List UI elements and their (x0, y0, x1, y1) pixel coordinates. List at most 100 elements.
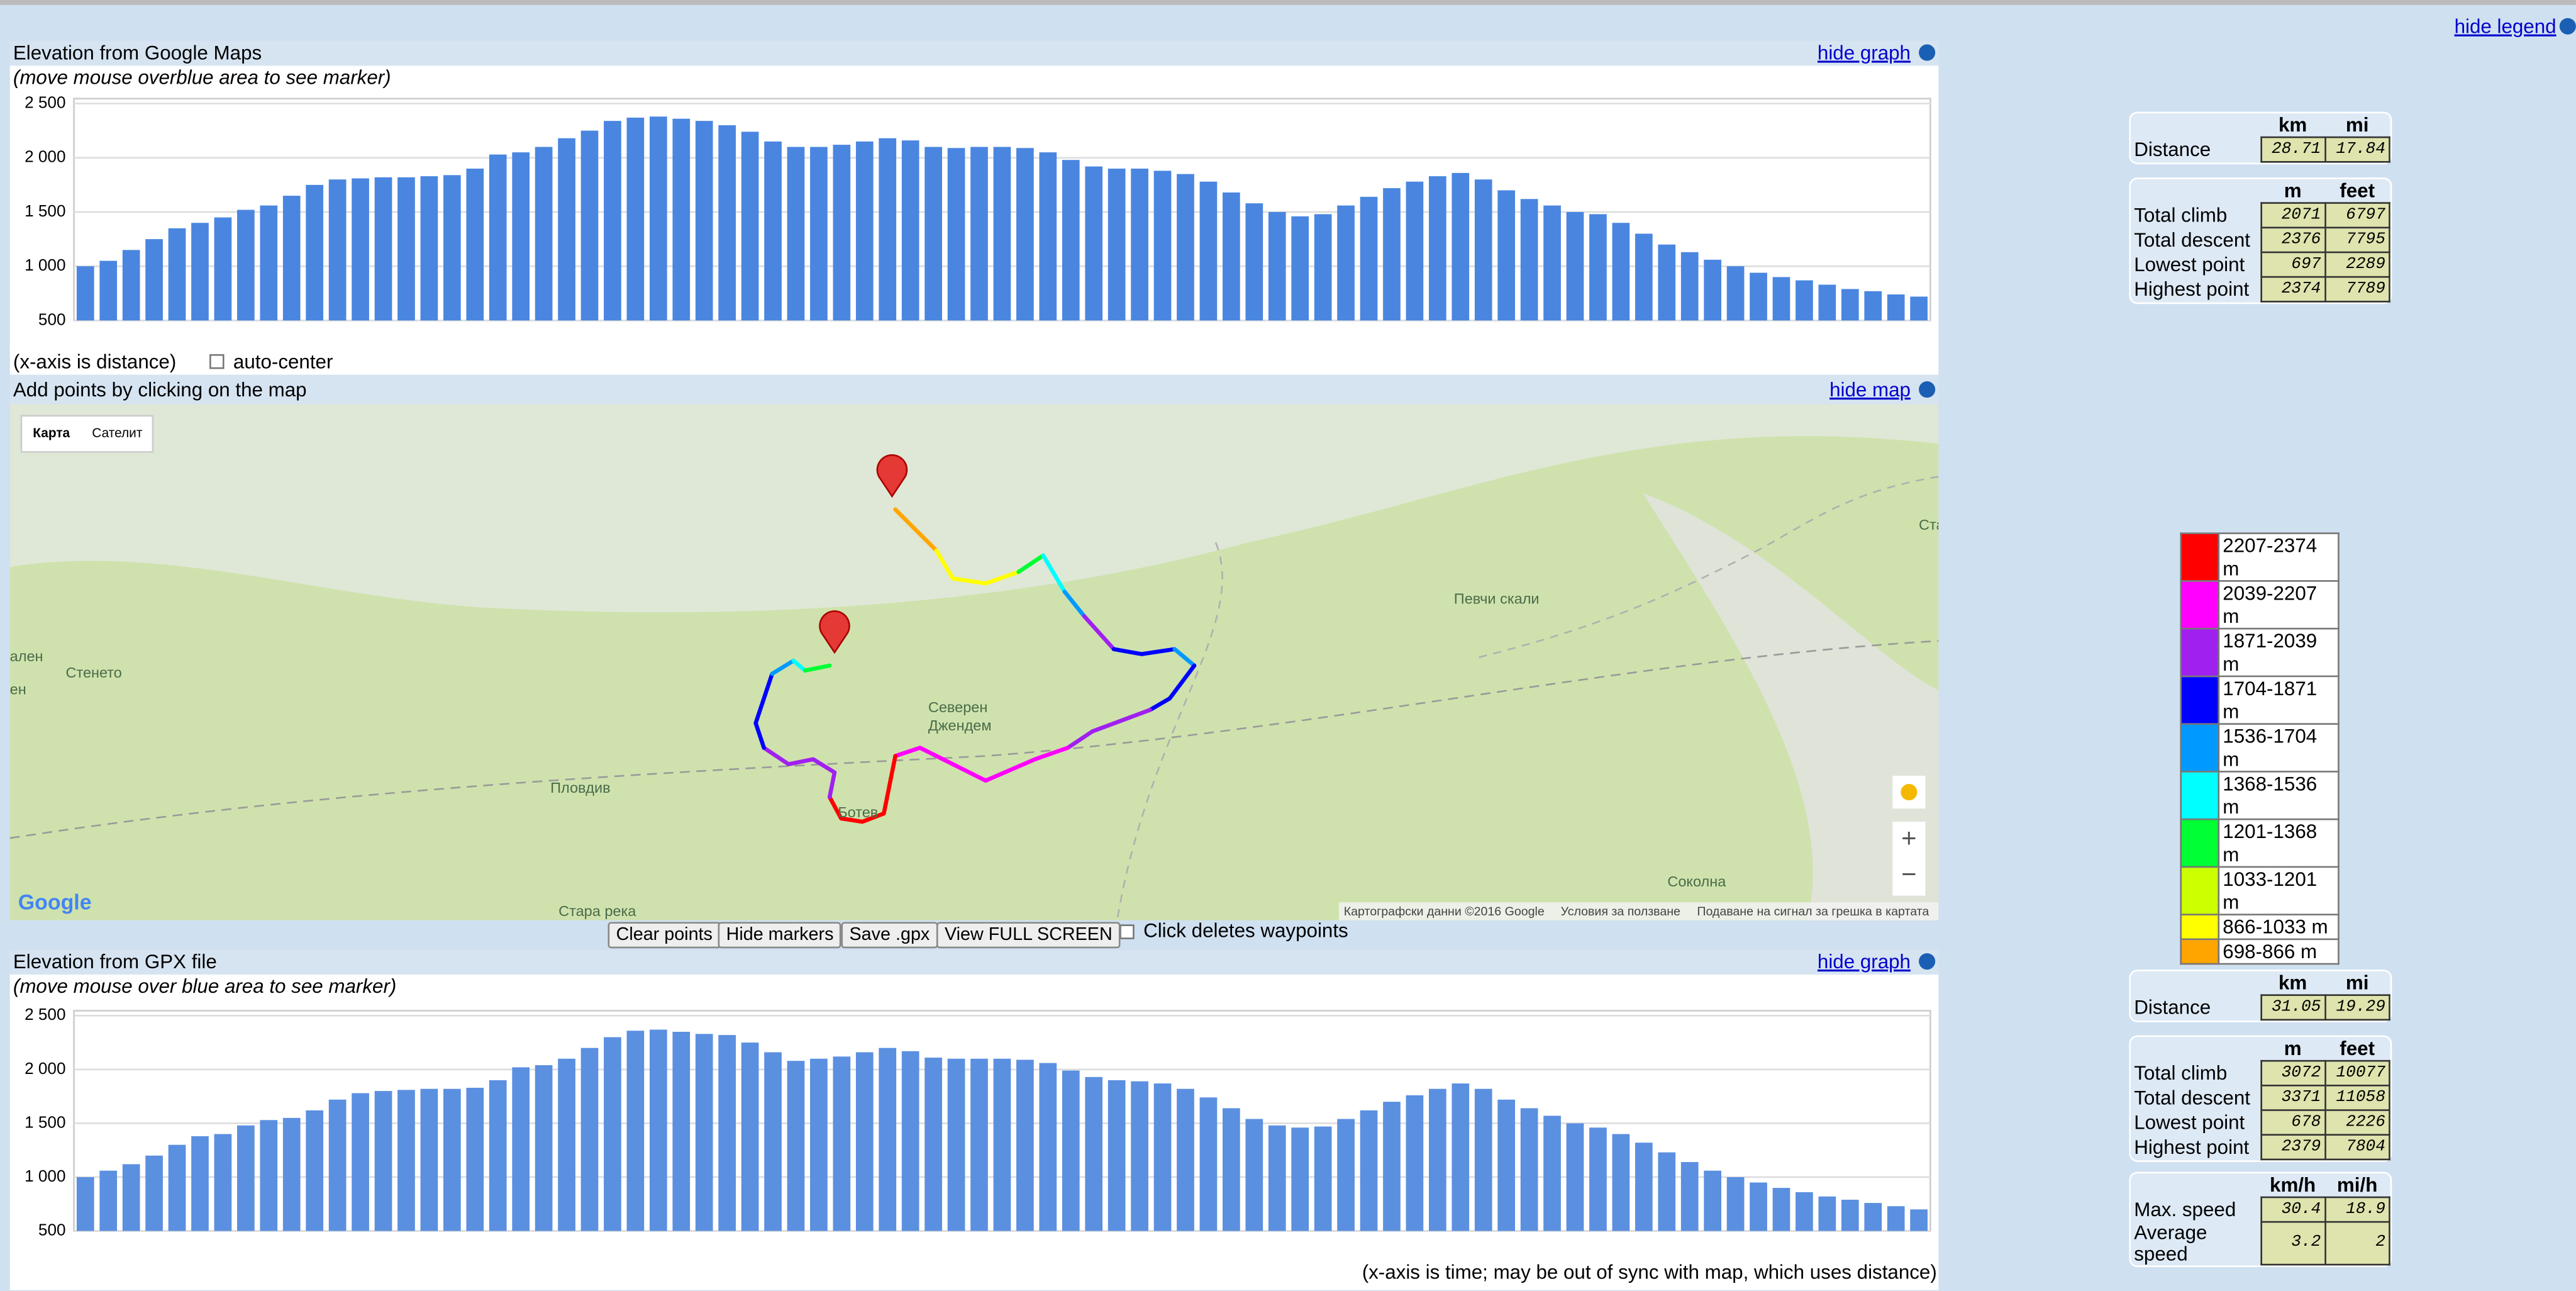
road (1116, 542, 1223, 920)
bar (626, 1031, 645, 1231)
stats-corner (2131, 113, 2260, 137)
bar (1887, 294, 1905, 321)
bar (306, 1110, 324, 1231)
bar (672, 1032, 691, 1231)
bar (741, 1042, 759, 1231)
bar (1658, 244, 1676, 321)
legend-swatch (2180, 532, 2220, 582)
y-tick-label: 1 000 (25, 1166, 65, 1185)
stats-value: 2226 (2324, 1109, 2390, 1136)
bar (76, 266, 94, 321)
stats-row: Total climb 3072 10077 (2131, 1059, 2390, 1087)
stats-value: 3.2 (2260, 1221, 2326, 1266)
stats-value: 7804 (2324, 1134, 2390, 1161)
bar (1406, 181, 1424, 321)
map-type-button[interactable]: Карта (33, 426, 70, 440)
bar (1360, 1110, 1378, 1231)
stats-value: 11058 (2324, 1085, 2390, 1111)
stats-row: Lowest point 697 2289 (2131, 251, 2390, 278)
button[interactable]: Hide markers (718, 922, 842, 949)
map-label: Стара река (558, 903, 636, 919)
stats-value: 7789 (2324, 276, 2390, 303)
bar (1864, 1203, 1882, 1231)
bar (649, 1029, 667, 1231)
legend-swatch (2180, 627, 2220, 678)
checkbox[interactable] (1119, 924, 1135, 939)
map-label: Соколна (1667, 873, 1726, 890)
map-label: Стара Загора (1919, 517, 2012, 533)
zoom-out[interactable]: − (1901, 859, 1916, 888)
stats-row: Distance 31.05 19.29 (2131, 994, 2390, 1021)
bar (1635, 1143, 1653, 1231)
hide-icon[interactable] (1919, 953, 1936, 970)
legend-row: 1368-1536 m (2180, 771, 2340, 820)
bar (1153, 170, 1172, 321)
stats-header: mi (2345, 970, 2369, 994)
legend-label: 1536-1704 m (2218, 723, 2340, 773)
zoom-in[interactable]: + (1901, 823, 1916, 852)
hide-graph-link[interactable]: hide graph (1818, 951, 1911, 973)
stats-header: feet (2340, 1036, 2375, 1059)
bar (1543, 205, 1561, 321)
map-attribution[interactable]: Подаване на сигнал за грешка в картата (1697, 905, 1929, 919)
zoom-control[interactable] (1892, 822, 1926, 896)
bar (214, 1134, 232, 1231)
map-label: Певчи скали (1454, 591, 1540, 607)
bar (580, 1048, 599, 1231)
stats-header: mi/h (2336, 1172, 2378, 1196)
map-attribution[interactable]: Картографски данни ©2016 Google (1344, 905, 1545, 919)
bar (855, 141, 874, 321)
hide-legend-link[interactable]: hide legend (2455, 16, 2557, 38)
bar (352, 178, 369, 321)
bar (1497, 190, 1516, 321)
marker[interactable] (876, 454, 908, 498)
bar (260, 205, 278, 321)
stats-label: Lowest point (2134, 1110, 2245, 1134)
bar (1543, 1115, 1561, 1231)
legend-swatch (2180, 771, 2220, 820)
bar (718, 125, 736, 321)
stats-corner (2131, 179, 2260, 203)
map-label: Ботев (838, 804, 878, 820)
hide-icon[interactable] (1919, 44, 1936, 61)
bar (1016, 1059, 1034, 1231)
map-type-button[interactable]: Сателит (92, 426, 143, 440)
pegman[interactable] (1901, 784, 1918, 801)
bar (99, 1170, 118, 1231)
hide-icon[interactable] (2559, 18, 2576, 35)
button[interactable]: View FULL SCREEN (936, 922, 1121, 949)
legend-row: 698-866 m (2180, 938, 2340, 965)
bar (1818, 284, 1836, 321)
stats-value: 3371 (2260, 1085, 2326, 1111)
bar (604, 1037, 621, 1231)
hide-graph-link[interactable]: hide graph (1818, 42, 1911, 64)
bar (695, 121, 713, 321)
stats-box: km mi Distance 31.05 19.29 (2129, 970, 2392, 1022)
button[interactable]: Save .gpx (841, 922, 938, 949)
bar (1108, 1080, 1126, 1231)
bar (1383, 188, 1401, 321)
bar (1635, 233, 1653, 321)
marker[interactable] (819, 610, 850, 654)
bar (1360, 196, 1378, 321)
bar (1314, 214, 1332, 321)
bar (191, 223, 209, 321)
map[interactable]: + − Стенето Северен Джендем Певчи скали Боте… (9, 404, 2012, 920)
y-tick-label: 2 000 (25, 1059, 65, 1078)
button[interactable]: Clear points (608, 922, 721, 949)
stats-label: Lowest point (2134, 252, 2245, 276)
stats-corner (2131, 1173, 2260, 1197)
checkbox[interactable] (209, 354, 225, 369)
hide-map-link[interactable]: hide map (1829, 379, 1911, 401)
map-attribution[interactable]: Условия за ползване (1561, 905, 1680, 919)
bar (993, 147, 1011, 321)
legend: 2207-2374 m 2039-2207 m 1871-2039 m 1704-18… (2180, 532, 2340, 965)
bar (1910, 1209, 1928, 1231)
legend-label: 698-866 m (2218, 938, 2340, 965)
bar (672, 118, 691, 321)
hide-icon[interactable] (1919, 381, 1936, 398)
stats-header: mi (2345, 112, 2369, 136)
click-deletes-label: Click deletes waypoints (1143, 919, 1348, 941)
bar (1268, 211, 1286, 321)
